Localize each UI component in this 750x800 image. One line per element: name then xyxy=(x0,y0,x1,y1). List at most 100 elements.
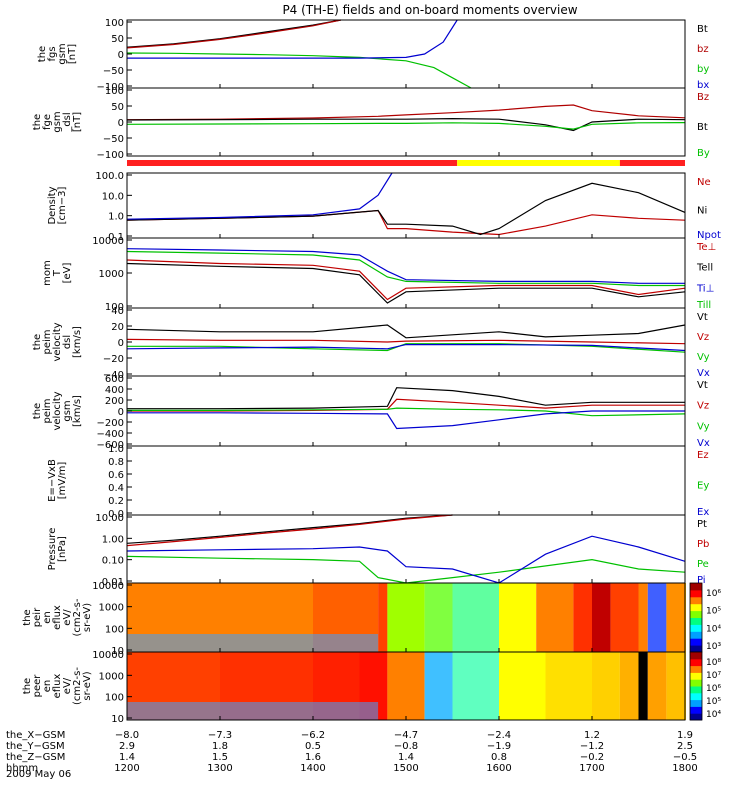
y-tick-label: 10 xyxy=(111,646,124,657)
heatmap-band xyxy=(424,652,453,720)
colorbar-segment xyxy=(690,672,702,680)
y-axis-label: en xyxy=(42,611,53,624)
panel-1: Bz Bt By 100 50 0 −50 −100 the fge gsm _dsl [nT] xyxy=(32,86,710,161)
y-axis-label: en xyxy=(42,680,53,693)
heatmap-band xyxy=(619,652,639,720)
series-line-by xyxy=(126,52,472,89)
series-line-Bt xyxy=(126,117,686,132)
heatmap-band xyxy=(610,583,639,652)
legend-entry: bx xyxy=(697,80,709,91)
series-line-Pb xyxy=(126,514,453,547)
x-axis-value: 0.5 xyxy=(305,741,321,752)
series-line-Vx xyxy=(126,344,686,352)
x-axis-value: −0.5 xyxy=(673,752,697,763)
y-axis-label: gsm xyxy=(57,43,68,64)
heatmap-band xyxy=(452,583,499,652)
y-tick-label: 0 xyxy=(118,118,124,129)
colorbar-segment xyxy=(690,631,702,639)
panel-9: 10⁸ 10⁷ 10⁶ 10⁵ 10⁴ 10000 1000 100 10 the peer en ef… xyxy=(22,650,721,725)
y-tick-label: 1000 xyxy=(99,269,124,280)
colorbar-segment xyxy=(690,665,702,673)
legend-entry: Vy xyxy=(697,421,710,432)
x-axis-value: 1800 xyxy=(672,763,697,774)
y-tick-label: 0.2 xyxy=(108,496,124,507)
y-axis-label: velocity xyxy=(52,322,63,361)
y-axis-label: gsm xyxy=(52,111,63,132)
y-axis-label: [cm−3] xyxy=(57,187,68,225)
y-tick-label: 0.1 xyxy=(108,232,124,243)
series-line-Vx xyxy=(127,410,685,430)
y-tick-label: 1000 xyxy=(99,671,124,682)
colorbar-segment xyxy=(690,610,702,618)
x-axis-value: 1.8 xyxy=(212,741,228,752)
x-axis-value: 2.9 xyxy=(119,741,135,752)
legend-entry: Pi xyxy=(697,575,706,586)
y-axis-label: velocity xyxy=(52,391,63,430)
legend-entry: Bt xyxy=(697,122,708,133)
y-axis-label: E=−VxB xyxy=(47,459,58,502)
heatmap-band xyxy=(424,583,453,652)
y-axis-label: the xyxy=(22,678,33,694)
colorbar-tick-label: 10⁶ xyxy=(706,684,721,694)
y-tick-label: 0.4 xyxy=(108,483,124,494)
legend-entry: Vx xyxy=(697,368,710,379)
y-axis-label: _dsl xyxy=(62,112,73,132)
legend-entry: Ne xyxy=(697,177,711,188)
y-axis-label: [nT] xyxy=(72,112,83,132)
y-tick-label: 1000 xyxy=(99,603,124,614)
y-axis-label: eflux xyxy=(52,674,63,699)
y-axis-label: eflux xyxy=(52,605,63,630)
y-tick-label: 10000 xyxy=(92,650,124,661)
y-tick-label: 100 xyxy=(105,18,124,29)
y-tick-label: 100 xyxy=(105,302,124,313)
x-axis-value: −2.4 xyxy=(487,730,511,741)
series-line-Bt xyxy=(126,19,342,48)
y-axis-label: fge xyxy=(42,114,53,130)
y-axis-label: (cm2-s- xyxy=(72,667,83,705)
series-line-bx xyxy=(127,19,458,59)
panel-4: Vt Vz Vy Vx 40 20 0 −20 −40 the peim velocity dsl [km… xyxy=(32,306,710,381)
heatmap-band xyxy=(573,583,592,652)
y-tick-label: 10000 xyxy=(92,236,124,247)
mode-bar-segment xyxy=(619,160,685,166)
heatmap-band xyxy=(378,583,388,652)
y-tick-label: 10 xyxy=(111,714,124,725)
y-tick-label: 1.0 xyxy=(108,212,124,223)
series-line-By xyxy=(126,122,686,130)
y-tick-label: −50 xyxy=(103,66,124,77)
legend-entry: By xyxy=(697,148,710,159)
colorbar-segment xyxy=(690,589,702,598)
y-axis-label: fgs xyxy=(47,46,58,61)
heatmap-band xyxy=(647,583,667,652)
x-axis-value: 1.2 xyxy=(584,730,600,741)
series-line-bz xyxy=(126,19,342,49)
x-axis-value: 2.5 xyxy=(677,741,693,752)
y-tick-label: 0.01 xyxy=(102,577,124,588)
x-axis-value: −1.9 xyxy=(487,741,511,752)
y-tick-label: −50 xyxy=(103,134,124,145)
colorbar-segment xyxy=(690,679,702,687)
series-line-Pi xyxy=(126,535,686,584)
y-tick-label: 0 xyxy=(118,50,124,61)
y-axis-label: peir xyxy=(32,607,43,627)
legend-entry: Vt xyxy=(697,380,708,391)
x-axis-value: 1.6 xyxy=(305,752,321,763)
y-tick-label: 100 xyxy=(105,624,124,635)
y-tick-label: 100 xyxy=(105,86,124,97)
y-axis-label: sr-eV) xyxy=(82,603,93,632)
y-tick-label: 0 xyxy=(118,338,124,349)
y-tick-label: −600 xyxy=(97,440,124,451)
y-axis-label: the xyxy=(32,403,43,419)
date-label: 2009 May 06 xyxy=(6,769,71,780)
colorbar-segment xyxy=(690,699,702,707)
heatmap-band xyxy=(499,583,537,652)
y-axis-label: the xyxy=(22,609,33,625)
x-axis-value: −0.2 xyxy=(580,752,604,763)
colorbar-segment xyxy=(690,617,702,625)
y-axis-label: Pressure xyxy=(47,528,58,571)
x-axis-value: 1.5 xyxy=(212,752,228,763)
y-tick-label: 0.10 xyxy=(102,556,124,567)
y-axis-label: [mV/m] xyxy=(57,462,68,500)
figure-title: P4 (TH-E) fields and on-board moments ov… xyxy=(282,3,577,17)
